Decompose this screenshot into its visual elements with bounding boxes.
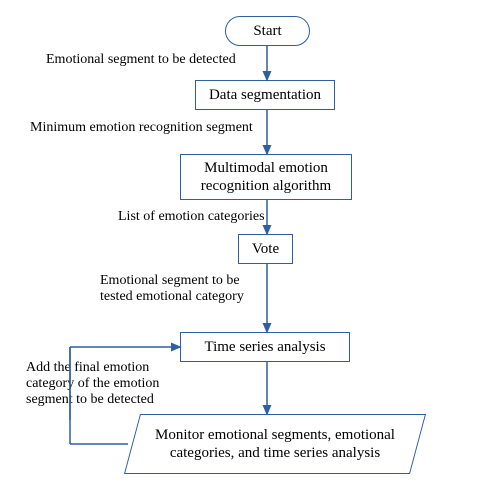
node-algorithm: Multimodal emotion recognition algorithm	[180, 154, 352, 200]
node-time-series: Time series analysis	[180, 332, 350, 362]
node-data-segmentation: Data segmentation	[195, 80, 335, 110]
edge-label-1: Emotional segment to be detected	[46, 52, 236, 68]
edge-label-2: Minimum emotion recognition segment	[30, 120, 253, 136]
edge-label-3: List of emotion categories	[118, 209, 265, 225]
node-start: Start	[225, 16, 310, 46]
node-output: Monitor emotional segments, emotional ca…	[124, 414, 426, 474]
node-vote: Vote	[238, 234, 293, 264]
node-time-series-text: Time series analysis	[204, 338, 325, 356]
node-start-text: Start	[253, 22, 281, 40]
node-algorithm-text: Multimodal emotion recognition algorithm	[187, 159, 345, 195]
node-data-segmentation-text: Data segmentation	[209, 86, 321, 104]
edge-label-5: Add the final emotion category of the em…	[26, 360, 181, 408]
edge-label-4: Emotional segment to be tested emotional…	[100, 273, 270, 305]
node-output-text: Monitor emotional segments, emotional ca…	[143, 426, 407, 462]
node-vote-text: Vote	[252, 240, 279, 258]
